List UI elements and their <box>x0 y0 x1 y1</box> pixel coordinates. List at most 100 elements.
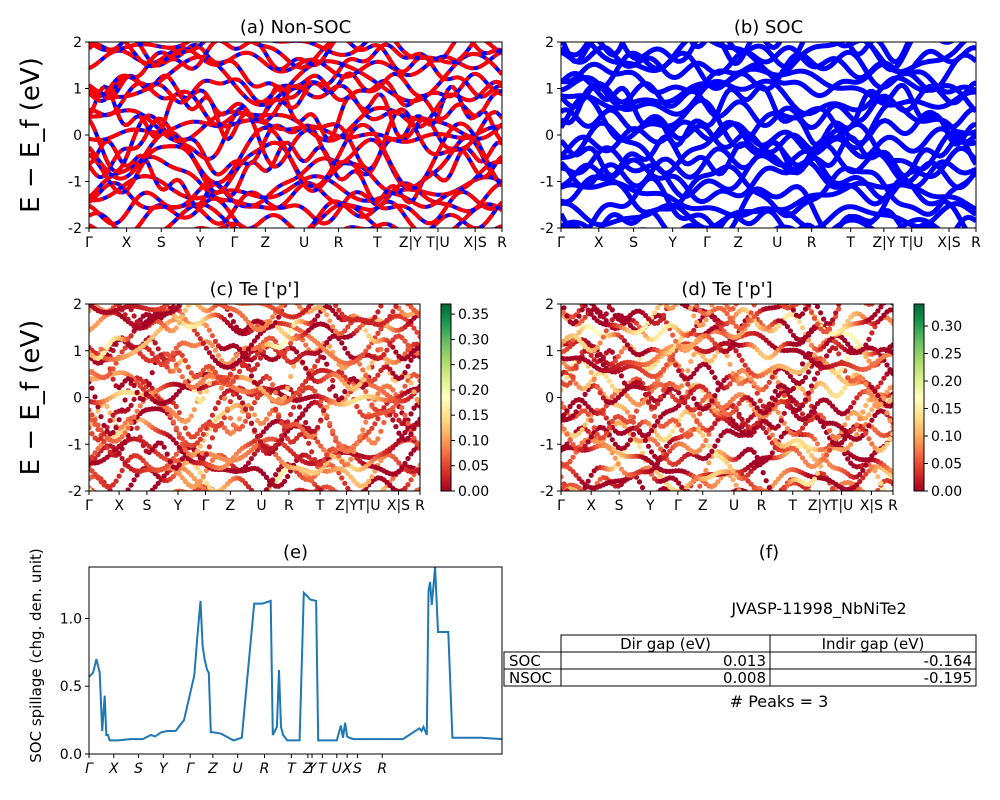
band-point <box>808 480 815 486</box>
band-point <box>179 475 185 481</box>
band-point <box>652 404 658 410</box>
band-point <box>745 472 751 478</box>
band-point <box>251 427 258 433</box>
band-point <box>321 307 327 313</box>
band-point <box>318 398 324 404</box>
band-point <box>664 443 670 449</box>
band-point <box>399 335 405 341</box>
band-point <box>134 425 140 431</box>
band-point <box>805 390 812 396</box>
band-point <box>839 389 845 395</box>
band-point <box>588 369 594 375</box>
panel-a-xtick-label: T|U <box>425 235 450 251</box>
panel-a-xtick-label: S <box>157 235 166 251</box>
band-point <box>152 484 158 490</box>
band-point <box>354 403 360 410</box>
band-point <box>209 412 215 418</box>
band-point <box>288 373 294 380</box>
band-point <box>405 425 411 431</box>
band-point <box>402 460 408 466</box>
band-point <box>294 349 300 355</box>
band-point <box>781 486 787 491</box>
band-point <box>179 436 185 442</box>
band-point <box>869 441 875 447</box>
band-point <box>570 442 576 448</box>
band-point <box>345 485 351 491</box>
band-point <box>170 350 176 356</box>
band-point <box>321 355 327 361</box>
band-point <box>597 357 603 363</box>
band-point <box>336 470 342 476</box>
band-point <box>399 405 405 411</box>
band-point <box>185 304 191 309</box>
band-point <box>857 416 863 422</box>
band-point <box>176 431 182 437</box>
band-point <box>291 404 297 410</box>
band-point <box>582 400 588 406</box>
band-point <box>273 406 279 412</box>
band-point <box>263 474 270 480</box>
panel-b-xtick-label: U <box>772 235 782 251</box>
band-point <box>333 311 339 317</box>
band-point <box>564 488 570 491</box>
band-point <box>209 457 215 463</box>
panel-b-xtick-label: Y <box>667 235 677 251</box>
band-point <box>291 363 297 369</box>
panel-a-xtick-label: Z <box>261 235 271 251</box>
band-point <box>860 409 866 415</box>
band-point <box>197 371 203 377</box>
band-point <box>396 417 402 423</box>
band-point <box>248 405 255 412</box>
band-point <box>390 344 396 350</box>
band-point <box>655 441 661 447</box>
band-point <box>134 319 140 325</box>
panel-c-ytick-label: 2 <box>73 297 82 313</box>
panel-a-bands <box>89 42 502 228</box>
band-point <box>119 407 125 413</box>
band-line <box>89 105 502 174</box>
band-point <box>381 352 387 358</box>
band-point <box>363 328 369 334</box>
band-point <box>652 381 658 387</box>
band-point <box>851 400 857 406</box>
panel-b-ytick-label: 1 <box>545 82 554 98</box>
band-point <box>799 361 806 367</box>
band-point <box>273 338 279 345</box>
band-point <box>655 460 661 466</box>
band-point <box>609 437 615 443</box>
band-point <box>676 480 682 486</box>
band-point <box>224 406 230 412</box>
band-point <box>754 390 760 396</box>
band-point <box>857 478 863 485</box>
band-point <box>814 441 821 447</box>
band-point <box>763 478 769 484</box>
panel-a-xtick-label: T <box>372 235 382 251</box>
band-point <box>173 362 179 368</box>
band-point <box>303 342 309 348</box>
band-point <box>155 480 161 486</box>
band-point <box>336 441 342 447</box>
band-point <box>164 463 170 469</box>
band-point <box>712 421 718 427</box>
panel-c-xtick-label: X <box>114 498 124 514</box>
band-point <box>182 379 188 385</box>
band-point <box>875 474 881 480</box>
band-point <box>315 424 321 430</box>
band-point <box>263 322 270 328</box>
band-point <box>273 472 279 478</box>
band-point <box>387 412 393 418</box>
band-point <box>567 437 573 443</box>
band-point <box>839 366 845 372</box>
band-point <box>414 420 420 426</box>
band-point <box>814 470 821 476</box>
band-point <box>254 433 261 439</box>
band-point <box>417 467 420 473</box>
band-point <box>248 373 255 379</box>
band-point <box>173 325 179 331</box>
band-point <box>869 392 875 399</box>
band-point <box>348 474 354 480</box>
band-point <box>360 352 366 358</box>
panel-c-xtick-label: Y <box>173 498 183 514</box>
band-line <box>89 154 502 209</box>
